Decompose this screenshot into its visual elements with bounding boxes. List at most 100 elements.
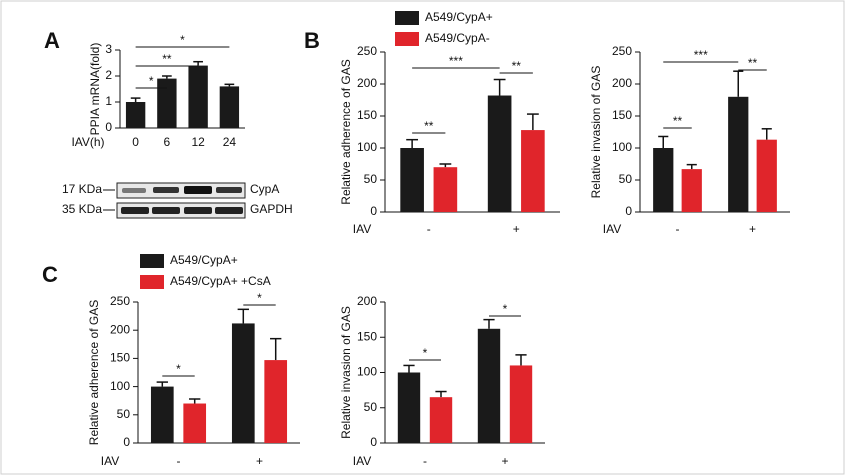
bar bbox=[653, 148, 674, 212]
bar bbox=[509, 365, 533, 443]
x-axis-label: IAV bbox=[603, 222, 621, 236]
significance-label: ** bbox=[424, 119, 434, 133]
significance-label: ** bbox=[748, 56, 758, 70]
bar bbox=[521, 130, 545, 212]
panel-label: C bbox=[42, 262, 58, 287]
y-axis-label: Relative adherence of GAS bbox=[339, 59, 353, 204]
y-tick-label: 0 bbox=[105, 120, 112, 134]
significance-label: *** bbox=[449, 54, 463, 68]
bar bbox=[400, 148, 424, 212]
x-axis-label: IAV bbox=[353, 222, 371, 236]
y-tick-label: 100 bbox=[357, 365, 377, 379]
y-tick-label: 200 bbox=[357, 294, 377, 308]
y-tick-label: 100 bbox=[110, 379, 130, 393]
significance-label: * bbox=[503, 302, 508, 316]
x-tick-label: - bbox=[423, 454, 427, 468]
y-axis-label: Relative invasion of GAS bbox=[339, 306, 353, 439]
y-axis-label: PPIA mRNA(fold) bbox=[88, 43, 102, 136]
legend-label: A549/CypA+ bbox=[170, 253, 238, 267]
y-tick-label: 200 bbox=[110, 322, 130, 336]
blot-protein: GAPDH bbox=[250, 202, 293, 216]
y-axis-label: Relative adherence of GAS bbox=[87, 300, 101, 445]
x-tick-label: 6 bbox=[164, 135, 171, 149]
significance-label: * bbox=[176, 362, 181, 376]
band bbox=[152, 207, 180, 214]
bar bbox=[157, 78, 177, 128]
x-tick-label: + bbox=[513, 222, 520, 236]
legend-swatch bbox=[140, 254, 164, 268]
band bbox=[215, 207, 243, 214]
bar bbox=[477, 328, 501, 443]
legend-swatch bbox=[140, 275, 164, 289]
bar bbox=[433, 167, 458, 212]
x-tick-label: 0 bbox=[132, 135, 139, 149]
y-tick-label: 0 bbox=[625, 204, 632, 218]
y-tick-label: 3 bbox=[105, 42, 112, 56]
x-tick-label: 24 bbox=[223, 135, 237, 149]
significance-label: * bbox=[257, 291, 262, 305]
bar bbox=[429, 397, 453, 443]
band bbox=[153, 187, 179, 193]
legend-label: A549/CypA- bbox=[425, 31, 490, 45]
significance-label: * bbox=[149, 74, 154, 88]
significance-label: * bbox=[180, 33, 185, 47]
y-tick-label: 50 bbox=[364, 172, 378, 186]
y-tick-label: 150 bbox=[357, 108, 377, 122]
western-blot: 17 KDa 35 KDa CypA GAPDH bbox=[62, 182, 293, 219]
significance-label: ** bbox=[512, 59, 522, 73]
y-tick-label: 250 bbox=[110, 294, 130, 308]
x-tick-label: + bbox=[749, 222, 756, 236]
blot-size: 17 KDa bbox=[62, 182, 102, 196]
x-tick-label: 12 bbox=[191, 135, 205, 149]
x-tick-label: + bbox=[501, 454, 508, 468]
band bbox=[122, 188, 146, 193]
panel-label: A bbox=[44, 28, 60, 53]
y-tick-label: 0 bbox=[123, 435, 130, 449]
band bbox=[184, 207, 212, 214]
y-tick-label: 200 bbox=[357, 76, 377, 90]
band bbox=[184, 186, 212, 194]
legend-swatch bbox=[395, 32, 419, 46]
y-tick-label: 2 bbox=[105, 68, 112, 82]
y-tick-label: 1 bbox=[105, 94, 112, 108]
significance-label: *** bbox=[694, 48, 708, 62]
y-tick-label: 100 bbox=[612, 140, 632, 154]
y-tick-label: 100 bbox=[357, 140, 377, 154]
blot-size: 35 KDa bbox=[62, 202, 102, 216]
bar bbox=[150, 386, 174, 443]
x-axis-label: IAV bbox=[101, 454, 119, 468]
bar bbox=[219, 86, 240, 128]
bar bbox=[231, 323, 255, 443]
x-axis-label: IAV bbox=[353, 454, 371, 468]
bar bbox=[188, 65, 208, 128]
x-tick-label: - bbox=[427, 222, 431, 236]
y-tick-label: 150 bbox=[612, 108, 632, 122]
bar bbox=[397, 372, 421, 443]
y-tick-label: 0 bbox=[370, 435, 377, 449]
x-tick-label: - bbox=[676, 222, 680, 236]
y-tick-label: 150 bbox=[357, 329, 377, 343]
legend-swatch bbox=[395, 11, 419, 25]
legend-label: A549/CypA+ bbox=[425, 10, 493, 24]
y-tick-label: 50 bbox=[117, 407, 131, 421]
panel-label: B bbox=[304, 28, 320, 53]
significance-label: ** bbox=[162, 52, 172, 66]
significance-label: * bbox=[423, 346, 428, 360]
bar bbox=[264, 360, 288, 443]
y-tick-label: 150 bbox=[110, 351, 130, 365]
y-tick-label: 0 bbox=[370, 204, 377, 218]
bar bbox=[728, 96, 749, 212]
y-tick-label: 250 bbox=[612, 44, 632, 58]
bar bbox=[681, 169, 702, 212]
band bbox=[216, 187, 242, 193]
y-tick-label: 250 bbox=[357, 44, 377, 58]
bar bbox=[125, 102, 146, 128]
bar bbox=[756, 139, 777, 212]
y-tick-label: 50 bbox=[364, 400, 378, 414]
y-tick-label: 200 bbox=[612, 76, 632, 90]
y-axis-label: Relative invasion of GAS bbox=[589, 66, 603, 199]
legend-label: A549/CypA+ +CsA bbox=[170, 274, 271, 288]
x-axis-label: IAV(h) bbox=[71, 135, 104, 149]
